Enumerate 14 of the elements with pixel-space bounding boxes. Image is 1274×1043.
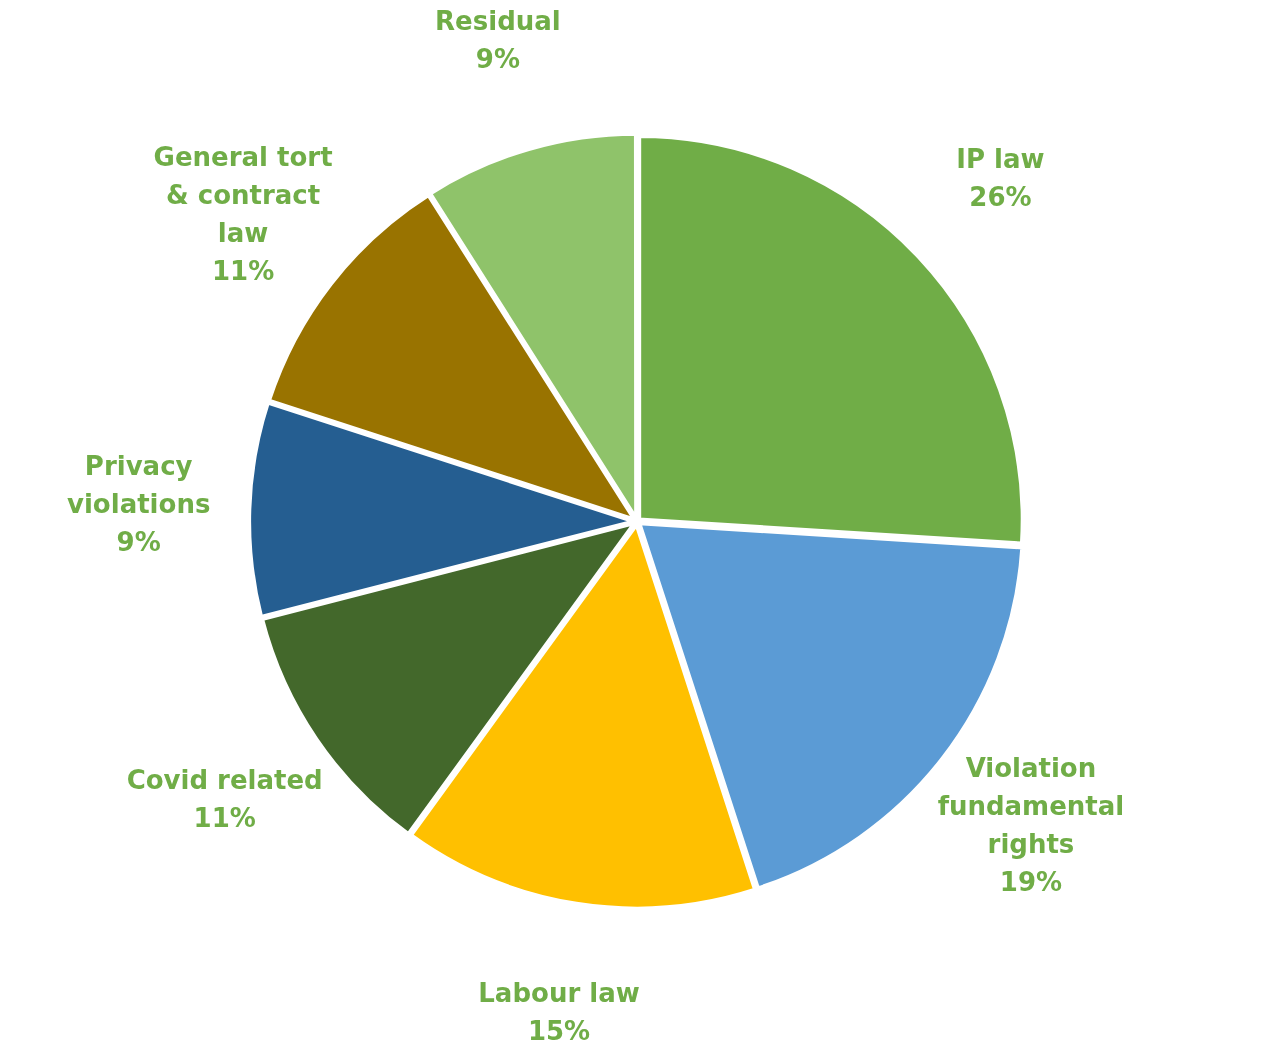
- slice-label: Violation fundamental rights: [937, 752, 1125, 859]
- slice-label: General tort & contract law: [153, 141, 333, 248]
- data-label: 11%: [193, 803, 256, 834]
- data-label: 15%: [527, 1015, 591, 1043]
- slice-label: Covid related: [126, 765, 323, 796]
- data-label: 9%: [475, 44, 520, 75]
- slice-label: IP law: [956, 143, 1045, 174]
- data-label: 11%: [211, 255, 275, 286]
- data-label: 26%: [969, 181, 1032, 212]
- slice-label: Labour law: [478, 977, 640, 1008]
- data-label: 9%: [116, 526, 161, 557]
- slice-label: Privacy violations: [67, 450, 211, 519]
- slice-label: Residual: [435, 6, 561, 37]
- data-label: 19%: [999, 866, 1063, 897]
